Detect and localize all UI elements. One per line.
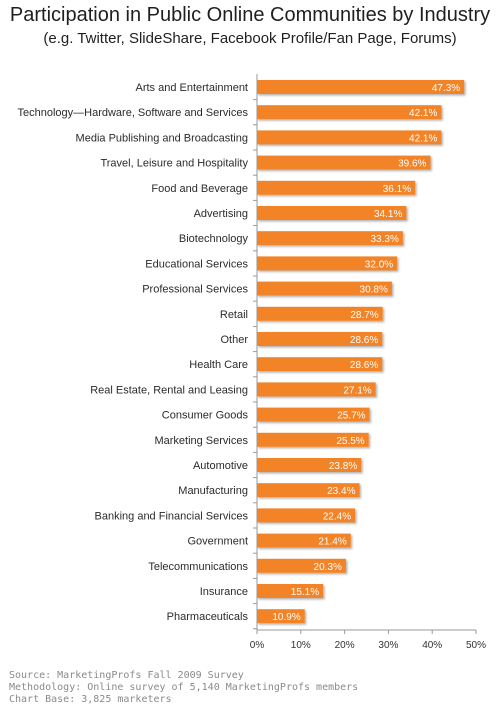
category-label: Food and Beverage xyxy=(151,183,248,195)
category-label: Professional Services xyxy=(142,284,248,296)
source-notes: Source: MarketingProfs Fall 2009 Survey … xyxy=(9,670,358,706)
methodology-line: Methodology: Online survey of 5,140 Mark… xyxy=(9,682,359,693)
bar xyxy=(257,407,370,422)
x-tick-label: 50% xyxy=(466,640,486,651)
category-label: Government xyxy=(187,536,248,548)
chart-subtitle: (e.g. Twitter, SlideShare, Facebook Prof… xyxy=(43,30,457,47)
bar-value-label: 15.1% xyxy=(291,587,319,598)
bar xyxy=(257,382,376,397)
bar-value-label: 32.0% xyxy=(365,259,393,270)
category-label: Real Estate, Rental and Leasing xyxy=(90,384,248,396)
bar xyxy=(257,508,356,523)
bar-value-label: 47.3% xyxy=(432,83,460,94)
bar-value-label: 39.6% xyxy=(398,159,426,170)
category-label: Telecommunications xyxy=(148,561,248,573)
bar-value-label: 28.7% xyxy=(350,310,378,321)
bar xyxy=(257,256,398,271)
bar xyxy=(257,180,416,195)
bar-value-label: 28.6% xyxy=(350,335,378,346)
bar-value-label: 25.5% xyxy=(336,436,364,447)
category-label: Retail xyxy=(220,309,248,321)
bar xyxy=(257,306,383,321)
category-label: Arts and Entertainment xyxy=(135,82,248,94)
bar-value-label: 22.4% xyxy=(323,511,351,522)
bar xyxy=(257,609,305,624)
bar-value-label: 30.8% xyxy=(360,285,388,296)
chart-title: Participation in Public Online Communiti… xyxy=(9,4,491,26)
bar xyxy=(257,155,431,170)
bar xyxy=(257,558,346,573)
category-label: Educational Services xyxy=(145,258,248,270)
bar xyxy=(257,432,369,447)
bar-value-label: 23.4% xyxy=(327,486,355,497)
category-label: Media Publishing and Broadcasting xyxy=(76,132,248,144)
bar-value-label: 33.3% xyxy=(370,234,398,245)
bar-value-label: 36.1% xyxy=(383,184,411,195)
bar-value-label: 10.9% xyxy=(272,612,300,623)
bar xyxy=(257,533,351,548)
bar-value-label: 27.1% xyxy=(343,385,371,396)
bar xyxy=(257,206,407,220)
category-label: Consumer Goods xyxy=(162,410,249,422)
x-tick-label: 0% xyxy=(250,640,265,651)
bar xyxy=(257,231,403,246)
category-label: Travel, Leisure and Hospitality xyxy=(100,158,248,170)
bar xyxy=(257,281,392,296)
bar-value-label: 21.4% xyxy=(318,537,346,548)
x-tick-label: 10% xyxy=(291,640,311,651)
bar xyxy=(257,483,360,498)
x-tick-label: 30% xyxy=(378,640,398,651)
bar-value-label: 25.7% xyxy=(337,411,365,422)
bar-value-label: 42.1% xyxy=(409,108,437,119)
category-label: Biotechnology xyxy=(179,233,249,245)
category-label: Technology—Hardware, Software and Servic… xyxy=(17,107,248,119)
bar xyxy=(257,130,442,145)
x-tick-label: 40% xyxy=(422,640,442,651)
category-label: Automotive xyxy=(193,460,248,472)
category-label: Health Care xyxy=(189,359,248,371)
x-tick-label: 20% xyxy=(335,640,355,651)
bar xyxy=(257,357,383,372)
bar-value-label: 42.1% xyxy=(409,133,437,144)
category-label: Banking and Financial Services xyxy=(95,510,249,522)
chart-base-line: Chart Base: 3,825 marketers xyxy=(9,694,172,705)
bar-value-label: 34.1% xyxy=(374,209,402,220)
category-label: Pharmaceuticals xyxy=(167,611,249,623)
source-line: Source: MarketingProfs Fall 2009 Survey xyxy=(9,670,244,681)
category-label: Manufacturing xyxy=(178,485,248,497)
category-label: Other xyxy=(220,334,248,346)
bar-value-label: 23.8% xyxy=(329,461,357,472)
bar-value-label: 28.6% xyxy=(350,360,378,371)
category-label: Advertising xyxy=(194,208,248,220)
bar xyxy=(257,105,442,120)
bar xyxy=(257,80,465,94)
category-label: Insurance xyxy=(200,586,248,598)
bar xyxy=(257,584,324,598)
bar xyxy=(257,332,383,346)
bar xyxy=(257,458,362,472)
bar-value-label: 20.3% xyxy=(314,562,342,573)
category-label: Marketing Services xyxy=(154,435,248,447)
